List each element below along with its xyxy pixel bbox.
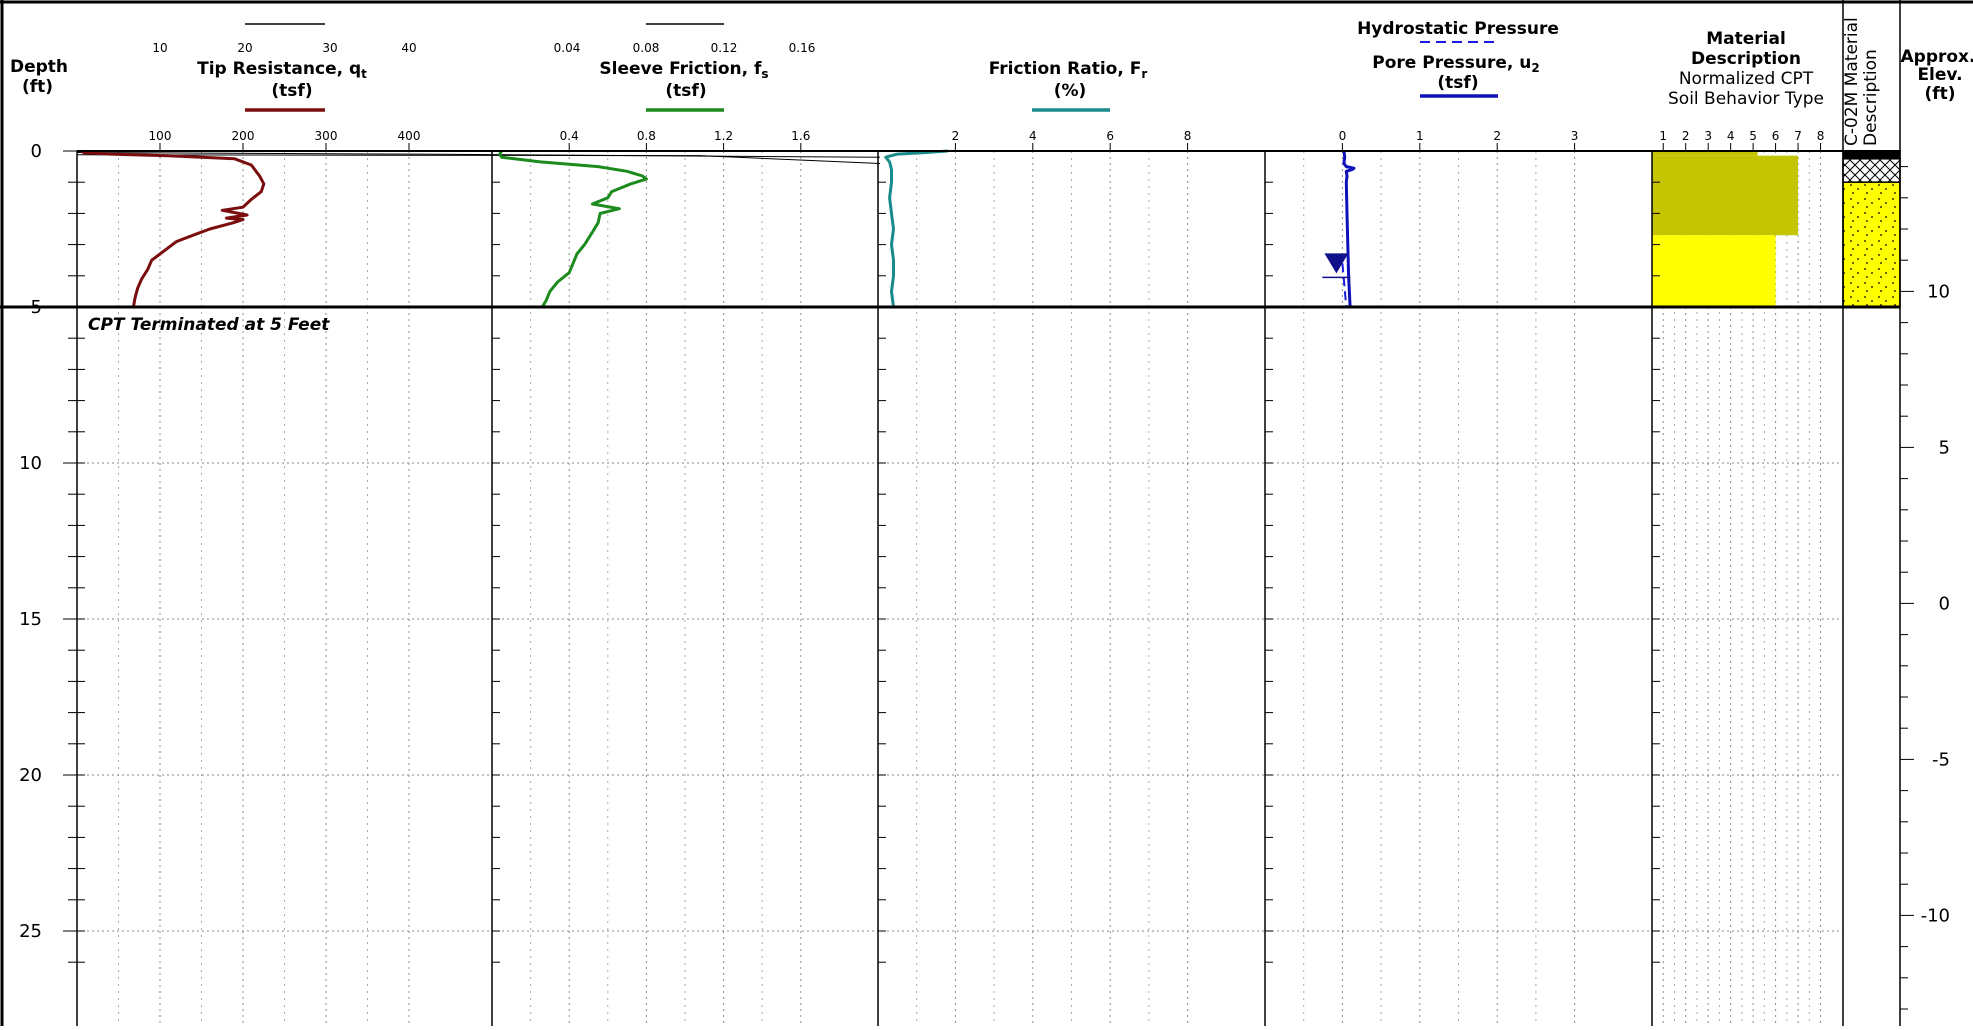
hydro-title: Hydrostatic Pressure	[1357, 19, 1559, 39]
tick-label-pore-pressure-3: 3	[1571, 129, 1579, 143]
tick-label-friction-ratio-0: 2	[952, 129, 960, 143]
depth-label-5: 5	[31, 297, 42, 318]
depth-label-25: 25	[19, 921, 42, 942]
friction-ratio-curve-0	[884, 149, 948, 308]
elev-label-10: 10	[1927, 281, 1950, 302]
elev-label--5: -5	[1932, 749, 1950, 770]
sleeve-friction-curve-0	[498, 150, 648, 308]
sleeve-title-sub: s	[761, 67, 768, 81]
pore-pressure-curve-1	[1341, 263, 1348, 308]
tick-label-tip-resistance-2: 300	[315, 129, 338, 143]
tick-label-friction-ratio-3: 8	[1184, 129, 1192, 143]
tip-title: Tip Resistance, qt	[197, 59, 367, 81]
axis-ticks: 100 200 300 400 0.4 0.8 1.2 1.6 2 4 6 8 0 1 2 3 1 2 3 4 5 6 7 8…	[19, 129, 1950, 1010]
tick-label-sleeve-friction-1: 0.8	[637, 129, 656, 143]
sbt-title2: Description	[1691, 49, 1801, 69]
secondary-trace-b	[76, 154, 881, 164]
log-layer-sand	[1842, 181, 1901, 308]
depth-label-20: 20	[19, 765, 42, 786]
sbt-subtitle: Normalized CPT	[1679, 69, 1814, 89]
ratio-title-sub: r	[1141, 67, 1147, 81]
tick-label-tip-resistance-1: 200	[232, 129, 255, 143]
ratio-unit: (%)	[1054, 81, 1087, 101]
elev-label2: Elev.	[1917, 65, 1962, 85]
tick-label-tip-resistance-0: 100	[149, 129, 172, 143]
water-table-marker	[1324, 253, 1349, 274]
sbt-subtitle2: Soil Behavior Type	[1668, 89, 1824, 109]
tick-label-soil-behavior-type-6: 7	[1794, 129, 1802, 143]
tick-label-sleeve-friction-0: 0.4	[560, 129, 579, 143]
tick-label-soil-behavior-type-3: 4	[1727, 129, 1735, 143]
tip-secondary-tick-3: 30	[322, 41, 337, 55]
tick-label-pore-pressure-1: 1	[1416, 129, 1424, 143]
depth-label: Depth	[10, 57, 68, 77]
elev-unit: (ft)	[1924, 84, 1955, 104]
sleeve-secondary-tick-3: 0.12	[711, 41, 738, 55]
tip-secondary-tick-4: 40	[401, 41, 416, 55]
pore-unit: (tsf)	[1437, 73, 1478, 93]
sleeve-secondary-tick-2: 0.08	[633, 41, 660, 55]
tick-label-tip-resistance-3: 400	[398, 129, 421, 143]
log-label: C-02M Material	[1842, 17, 1862, 146]
tick-label-soil-behavior-type-4: 5	[1749, 129, 1757, 143]
sbt-layer-1	[1652, 155, 1799, 236]
tick-label-friction-ratio-2: 6	[1106, 129, 1114, 143]
depth-label-0: 0	[31, 141, 42, 162]
tick-label-sleeve-friction-2: 1.2	[714, 129, 733, 143]
sleeve-title: Sleeve Friction, fs	[599, 59, 768, 81]
ratio-title: Friction Ratio, Fr	[989, 59, 1148, 81]
sbt-title: Material	[1706, 29, 1786, 49]
sbt-layer-2	[1652, 235, 1776, 307]
depth-label-10: 10	[19, 453, 42, 474]
tick-label-sleeve-friction-3: 1.6	[791, 129, 810, 143]
pore-title-sub: 2	[1531, 61, 1539, 75]
sleeve-secondary-tick-4: 0.16	[789, 41, 816, 55]
tick-label-pore-pressure-0: 0	[1339, 129, 1347, 143]
log-layer-asphalt	[1842, 150, 1901, 160]
depth-label-15: 15	[19, 609, 42, 630]
sbt-layer-0	[1652, 151, 1758, 156]
log-label2: Description	[1861, 49, 1881, 146]
grid-lines	[77, 151, 1843, 1026]
tick-label-soil-behavior-type-1: 2	[1682, 129, 1690, 143]
elev-label--10: -10	[1921, 905, 1950, 926]
sleeve-unit: (tsf)	[665, 81, 706, 101]
pore-title: Pore Pressure, u2	[1372, 53, 1539, 75]
tick-label-soil-behavior-type-2: 3	[1704, 129, 1712, 143]
tick-label-soil-behavior-type-0: 1	[1659, 129, 1667, 143]
secondary-trace-a	[76, 152, 881, 158]
elev-label-5: 5	[1939, 437, 1950, 458]
tip-title-sub: t	[361, 67, 367, 81]
elev-label: Approx.	[1901, 47, 1973, 67]
termination-note: CPT Terminated at 5 Feet	[88, 315, 330, 335]
tip-unit: (tsf)	[271, 81, 312, 101]
log-layer-fill	[1842, 158, 1901, 183]
tick-label-pore-pressure-2: 2	[1493, 129, 1501, 143]
pore-pressure-curve-0	[1342, 150, 1356, 308]
tick-label-soil-behavior-type-5: 6	[1772, 129, 1780, 143]
elev-label-0: 0	[1939, 593, 1950, 614]
depth-unit: (ft)	[22, 77, 53, 97]
tick-label-soil-behavior-type-7: 8	[1817, 129, 1825, 143]
tip-resistance-curve-0	[80, 149, 266, 308]
data-layer	[76, 149, 1901, 308]
tip-secondary-tick-1: 10	[152, 41, 167, 55]
sleeve-secondary-tick-1: 0.04	[554, 41, 581, 55]
tip-secondary-tick-2: 20	[237, 41, 252, 55]
tick-label-friction-ratio-1: 4	[1029, 129, 1037, 143]
